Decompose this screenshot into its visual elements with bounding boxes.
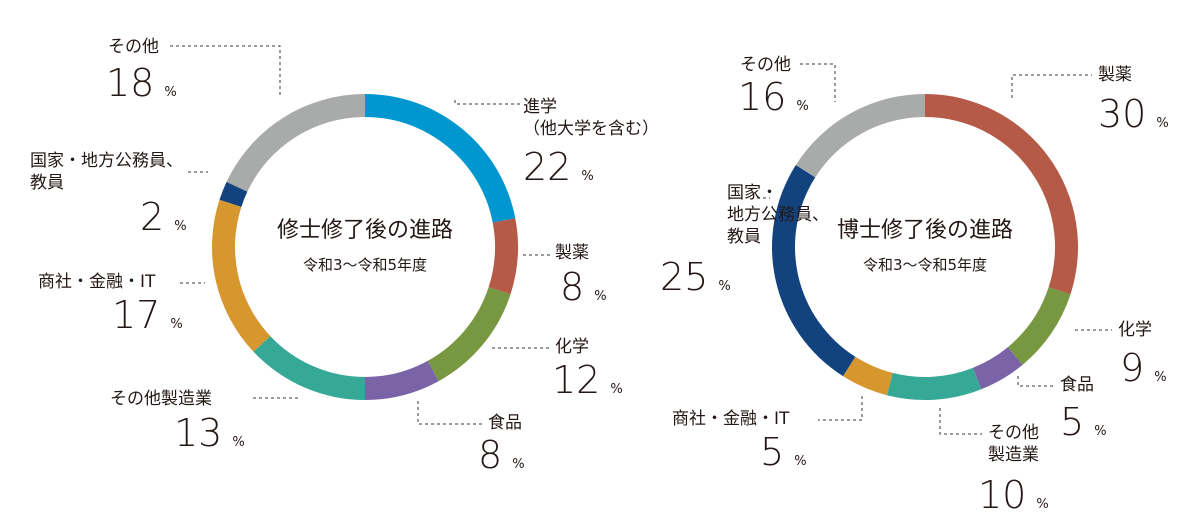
chart0-slice-3 <box>365 360 439 400</box>
chart0-value-5: 17% <box>112 293 183 337</box>
chart0-label-2-0: 化学 <box>555 337 589 357</box>
chart0-label-1-0: 製薬 <box>555 243 589 263</box>
chart1-leader-4 <box>818 396 863 421</box>
chart0-slice-2 <box>427 287 511 382</box>
chart1-slice-4 <box>843 356 893 396</box>
chart1-slice-1 <box>1007 287 1071 365</box>
chart0-label-7-0: その他 <box>108 37 159 57</box>
chart1-label-6-0: その他 <box>740 55 791 75</box>
doctoral-chart-title: 博士修了後の進路 <box>837 218 1013 243</box>
chart0-value-3: 8% <box>478 433 525 477</box>
chart0-leader-0 <box>454 100 520 105</box>
chart0-label-5-0: 商社・金融・IT <box>38 272 156 292</box>
chart1-leader-6 <box>800 63 836 102</box>
chart0-slice-1 <box>488 218 518 295</box>
chart0-label-0-1: （他大学を含む） <box>523 119 659 139</box>
chart1-label-5-2: 教員 <box>727 227 761 247</box>
chart1-label-3-1: 製造業 <box>988 445 1039 465</box>
chart0-value-1: 8% <box>560 265 607 309</box>
chart1-slice-2 <box>972 347 1023 390</box>
chart0-slice-5 <box>212 199 271 352</box>
chart1-value-2: 5% <box>1060 400 1107 444</box>
chart1-slice-6 <box>795 94 925 178</box>
chart1-label-1-0: 化学 <box>1118 320 1152 340</box>
chart0-label-3-0: 食品 <box>488 413 522 433</box>
chart1-leader-0 <box>1011 74 1092 98</box>
chart0-value-0: 22% <box>523 145 594 189</box>
chart1-value-6: 16% <box>738 75 809 119</box>
chart0-label-6-1: 教員 <box>30 173 64 193</box>
chart0-label-4-0: その他製造業 <box>110 389 212 409</box>
chart1-value-3: 10% <box>978 473 1049 517</box>
master-chart-title: 修士修了後の進路 <box>277 218 453 243</box>
master-chart-subtitle: 令和3〜令和5年度 <box>303 256 427 274</box>
master-donut <box>212 94 518 400</box>
chart1-slice-3 <box>886 367 982 401</box>
chart0-label-6-0: 国家・地方公務員、 <box>30 151 183 171</box>
chart0-slice-0 <box>365 94 516 223</box>
chart1-label-0-0: 製薬 <box>1098 65 1132 85</box>
chart1-value-5: 25% <box>660 255 731 299</box>
chart1-value-4: 5% <box>760 430 807 474</box>
chart0-value-6: 2% <box>140 195 187 239</box>
doctoral-donut <box>772 94 1078 401</box>
chart1-leader-2 <box>1017 376 1055 387</box>
chart1-label-4-0: 商社・金融・IT <box>672 409 790 429</box>
doctoral-chart-subtitle: 令和3〜令和5年度 <box>863 256 987 274</box>
chart0-slice-4 <box>253 335 365 400</box>
chart1-value-1: 9% <box>1120 346 1167 390</box>
chart0-value-4: 13% <box>174 411 245 455</box>
chart0-label-0-0: 進学 <box>523 97 557 117</box>
chart1-label-2-0: 食品 <box>1060 375 1094 395</box>
chart0-slice-7 <box>226 94 365 192</box>
chart1-slice-0 <box>925 94 1078 295</box>
chart1-value-0: 30% <box>1098 92 1169 136</box>
chart1-leader-3 <box>939 408 982 435</box>
chart1-label-5-0: 国家・ <box>727 183 778 203</box>
chart0-value-7: 18% <box>106 61 177 105</box>
chart0-slice-6 <box>219 181 248 207</box>
chart0-value-2: 12% <box>552 358 623 402</box>
chart1-label-3-0: その他 <box>988 423 1039 443</box>
chart1-slice-5 <box>772 165 856 377</box>
chart0-leader-7 <box>170 45 281 98</box>
chart1-label-5-1: 地方公務員、 <box>727 205 829 225</box>
chart0-leader-3 <box>417 401 482 425</box>
